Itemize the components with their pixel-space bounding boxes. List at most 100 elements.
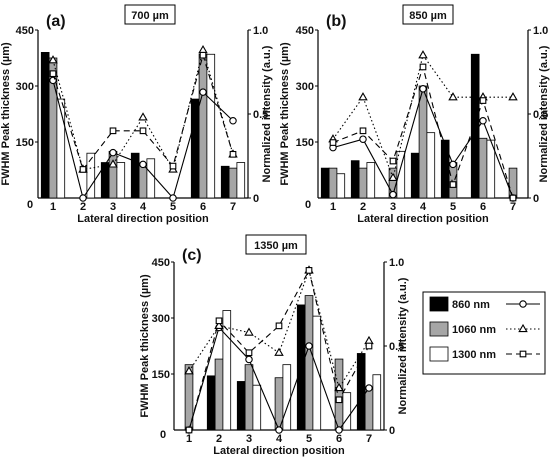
x-tick-label: 1 [186,433,192,445]
point-1300nm-pos3 [109,127,117,135]
bar-1300nm-pos4 [146,158,156,199]
x-tick-label: 5 [170,201,176,213]
point-860nm-pos4 [139,160,147,169]
x-tick-label: 7 [366,433,372,445]
x-origin-label: 0 [305,199,311,211]
point-1300nm-pos3 [389,157,397,165]
bar-1060nm-pos4 [418,85,428,199]
x-origin-label: 0 [27,199,33,211]
bar-1060nm-pos6 [334,358,344,431]
bar-1300nm-pos1 [336,173,346,199]
y2-tick-label: 0.5 [389,341,404,353]
y-tick-label: 450 [296,25,314,37]
bar-860nm-pos2 [350,160,360,199]
bar-860nm-pos2 [206,375,216,431]
chart-panel-1: 150 300 450 0 0.5 1.0 0 1 2 3 4 5 6 7 Lateral directio… [0,4,273,225]
legend-label: 1300 nm [452,349,496,361]
bar-1060nm-pos3 [108,150,118,199]
point-1300nm-pos2 [79,166,87,173]
point-1060nm-pos3 [244,327,254,336]
bar-1300nm-pos4 [426,132,436,199]
bar-1060nm-pos4 [138,163,148,199]
bar-1060nm-pos7 [508,167,518,199]
bar-1060nm-pos5 [304,295,314,431]
y2-tick-label: 0 [533,193,539,205]
bar-1300nm-pos3 [252,384,262,431]
y-tick-label: 450 [16,25,34,37]
point-860nm-pos2 [359,135,367,143]
bar-1300nm-pos2 [366,162,376,199]
y-tick-label: 150 [296,137,314,149]
x-tick-label: 2 [216,433,222,445]
bar-1060nm-pos2 [214,358,224,431]
bar-1060nm-pos1 [328,167,338,199]
bar-1300nm-pos6 [342,392,352,431]
y2-tick-label: 0 [389,425,395,437]
point-860nm-pos7 [365,384,373,392]
bar-1300nm-pos3 [116,162,126,199]
x-tick-label: 6 [336,433,342,445]
bar-1300nm-pos2 [222,310,232,431]
x-tick-label: 1 [330,201,336,213]
bar-1300nm-pos6 [206,53,216,199]
point-1060nm-pos4 [418,50,428,59]
bar-860nm-pos1 [40,52,50,199]
x-tick-label: 3 [246,433,252,445]
point-860nm-pos4 [275,426,283,434]
point-860nm-pos2 [79,194,87,202]
y2-tick-label: 1.0 [389,257,404,269]
chart-title: 700 µm [131,10,169,22]
panel-label: (b) [326,13,346,30]
bar-1060nm-pos2 [358,167,368,199]
point-860nm-pos5 [449,160,457,169]
point-1060nm-pos6 [334,382,344,392]
point-1060nm-pos2 [358,92,368,101]
x-tick-label: 4 [420,201,427,213]
y2-axis-label: Normalized intensity (a.u.) [261,45,273,182]
title-box [402,4,454,25]
point-1060nm-pos4 [138,112,148,121]
y-axis-label: FWHM Peak thickness (µm) [0,42,12,186]
y2-tick-label: 1.0 [253,25,268,37]
x-tick-label: 4 [276,433,283,445]
bar-1060nm-pos7 [364,388,374,431]
bar-1300nm-pos7 [236,162,246,199]
bar-1300nm-pos4 [282,364,292,431]
point-1300nm-pos1 [329,139,337,146]
point-1300nm-pos1 [49,70,57,78]
point-1300nm-pos4 [419,63,427,71]
bar-860nm-pos4 [410,152,420,199]
bar-860nm-pos7 [220,165,230,199]
point-1300nm-pos6 [335,396,343,404]
legend-swatch [429,346,449,362]
y-axis-label: FWHM Peak thickness (µm) [279,42,291,186]
point-1060nm-pos7 [508,92,518,101]
y-tick-label: 300 [16,81,34,93]
legend-marker-triangle-icon [518,323,528,333]
x-axis-label: Lateral direction position [77,213,209,225]
point-1060nm-pos7 [364,335,374,345]
x-tick-label: 3 [390,201,396,213]
chart-panel-2: 150 300 450 0 0.5 1.0 0 1 2 3 4 5 6 7 Lateral directio… [279,4,550,225]
point-1300nm-pos6 [199,51,207,59]
legend-swatch [429,321,449,337]
bar-1060nm-pos3 [244,364,254,431]
y-tick-label: 300 [152,313,170,325]
point-860nm-pos4 [419,85,427,93]
y-tick-label: 150 [16,137,34,149]
y-axis-label: FWHM Peak thickness (µm) [139,274,151,418]
x-tick-label: 2 [360,201,366,213]
y2-tick-label: 0.5 [253,109,268,121]
bar-860nm-pos3 [236,381,246,431]
y2-tick-label: 0 [253,193,259,205]
point-1300nm-pos3 [245,349,253,357]
x-tick-label: 5 [450,201,456,213]
point-860nm-pos3 [389,190,397,199]
bar-1060nm-pos6 [478,137,488,199]
point-1060nm-pos4 [274,347,284,356]
x-tick-label: 1 [50,201,56,213]
point-1300nm-pos5 [169,162,177,170]
bar-860nm-pos1 [320,167,330,199]
title-box [245,234,307,255]
